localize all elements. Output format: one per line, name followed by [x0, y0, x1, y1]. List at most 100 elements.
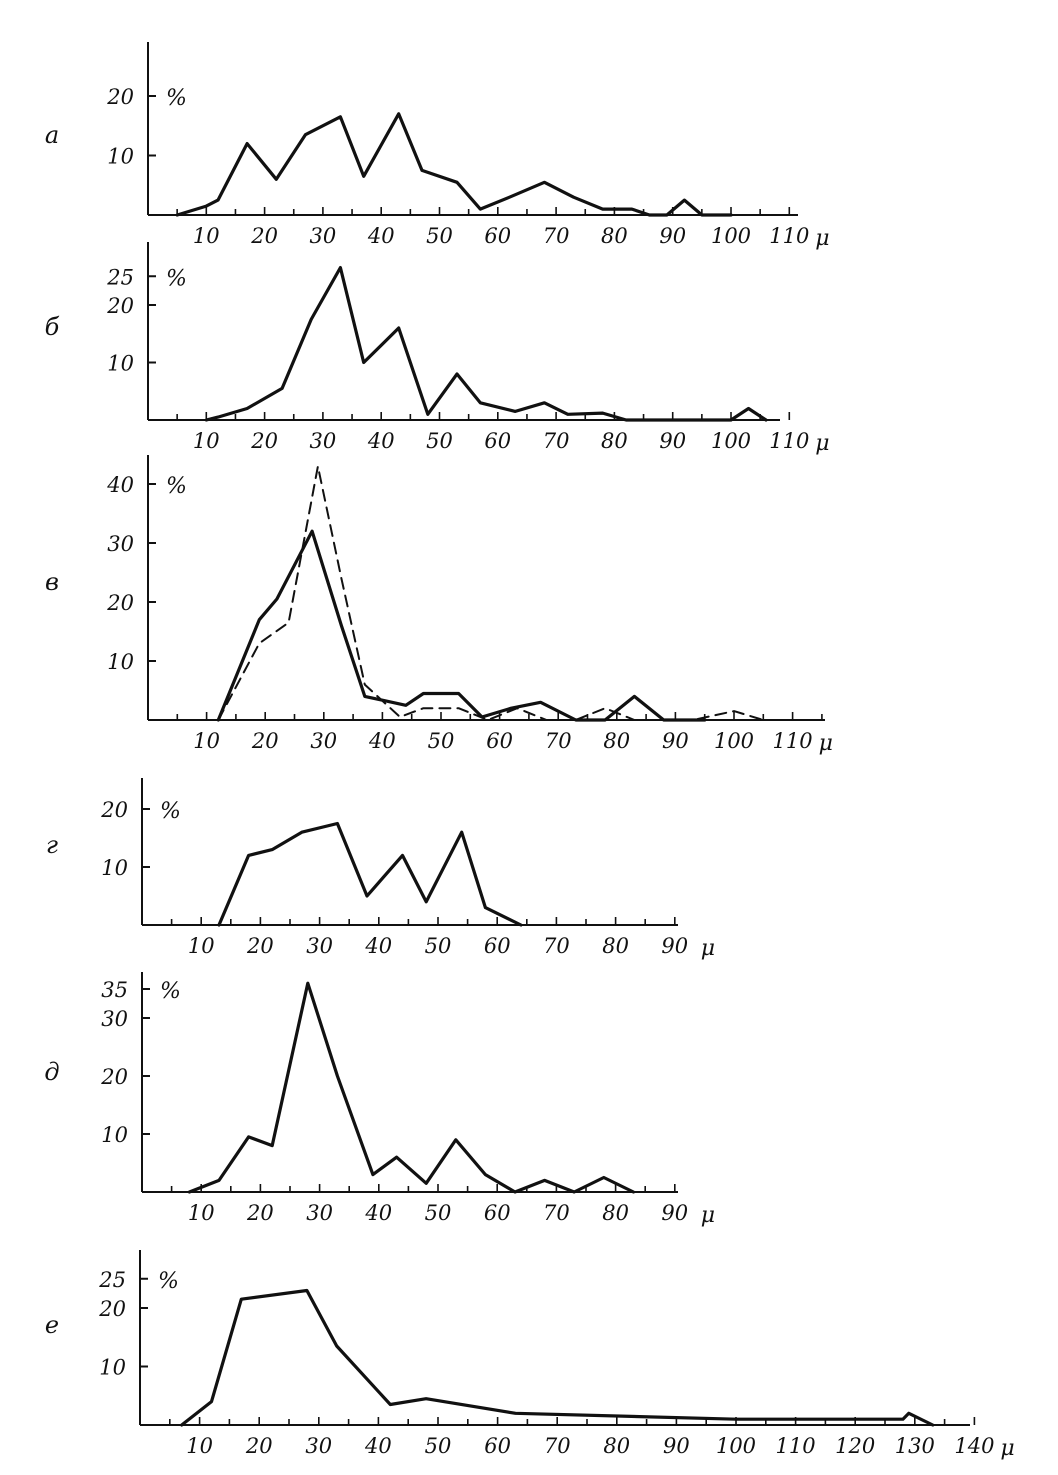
x-tick-label: 110	[769, 429, 809, 453]
y-tick-label: 20	[106, 294, 134, 318]
x-tick-label: 10	[188, 934, 215, 958]
panel-label: б	[45, 313, 60, 341]
y-tick-label: 20	[98, 1297, 126, 1321]
x-tick-label: 20	[250, 429, 278, 453]
y-tick-label: 10	[101, 1123, 128, 1147]
x-tick-label: 50	[425, 1201, 452, 1225]
y-tick-label: 30	[107, 532, 134, 556]
y-tick-label: 35	[101, 978, 128, 1002]
y-tick-label: 10	[107, 145, 134, 169]
panel-label: а	[45, 121, 59, 149]
y-tick-label: 20	[106, 85, 134, 109]
x-tick-label: 60	[486, 729, 513, 753]
panel-6: е 10 20 25 % 10 20 30 40 50 60 70 80 90 100 110 120 130 14…	[45, 1250, 1015, 1461]
y-unit-label: %	[166, 86, 187, 111]
x-tick-label: 10	[193, 429, 220, 453]
x-tick-label: 40	[367, 224, 395, 248]
x-tick-label: 90	[659, 224, 686, 248]
x-tick-label: 10	[193, 729, 220, 753]
x-tick-label: 10	[186, 1434, 213, 1458]
x-tick-label: 90	[662, 729, 689, 753]
panel-1: а 10 20 % 10 20 30 40 50 60 70 80 90 100 110 μ	[45, 42, 830, 251]
x-tick-label: 60	[484, 1201, 511, 1225]
x-tick-label: 90	[661, 934, 688, 958]
x-tick-label: 10	[188, 1201, 215, 1225]
x-tick-label: 80	[603, 729, 630, 753]
x-tick-label: 50	[426, 429, 453, 453]
panel-label: е	[45, 1311, 59, 1339]
y-unit-label: %	[166, 266, 187, 291]
y-unit-label: %	[160, 799, 181, 824]
x-tick-label: 100	[714, 729, 754, 753]
x-tick-label: 40	[364, 1434, 392, 1458]
x-tick-label: 30	[310, 224, 337, 248]
x-tick-label: 20	[246, 934, 274, 958]
x-tick-label: 70	[543, 1201, 570, 1225]
x-tick-label: 40	[364, 934, 392, 958]
y-tick-label: 20	[100, 798, 128, 822]
x-tick-label: 60	[484, 429, 511, 453]
x-tick-label: 90	[661, 1201, 688, 1225]
x-tick-label: 40	[367, 429, 395, 453]
y-tick-label: 10	[107, 352, 134, 376]
series-line	[187, 981, 635, 1194]
y-tick-label: 30	[101, 1007, 128, 1031]
x-tick-label: 80	[602, 934, 629, 958]
x-unit-label: μ	[815, 431, 829, 456]
y-tick-label: 40	[106, 473, 134, 497]
x-tick-label: 20	[246, 1201, 274, 1225]
x-unit-label: μ	[701, 936, 715, 961]
panel-5: д 10 20 30 35 % 10 20 30 40 50 60 70 80 90 μ	[44, 972, 715, 1228]
y-tick-label: 20	[100, 1065, 128, 1089]
y-tick-label: 25	[106, 265, 134, 289]
x-tick-label: 70	[543, 224, 570, 248]
y-unit-label: %	[166, 474, 187, 499]
series-line	[217, 821, 523, 927]
x-tick-label: 30	[310, 729, 337, 753]
x-tick-label: 20	[251, 729, 279, 753]
x-tick-label: 30	[306, 1201, 333, 1225]
panel-3: в 10 20 30 40 % 10 20 30 40 50 60 70 80 90 100 110 μ	[45, 455, 833, 756]
panel-label: д	[44, 1058, 59, 1086]
x-tick-label: 60	[484, 1434, 511, 1458]
x-tick-label: 20	[245, 1434, 273, 1458]
x-tick-label: 20	[250, 224, 278, 248]
series-line	[204, 266, 768, 422]
x-tick-label: 80	[601, 224, 628, 248]
x-tick-label: 50	[425, 934, 452, 958]
x-tick-label: 30	[305, 1434, 332, 1458]
x-tick-label: 30	[306, 934, 333, 958]
y-tick-label: 10	[107, 650, 134, 674]
series-line	[175, 112, 733, 217]
x-unit-label: μ	[701, 1203, 715, 1228]
series-line-dashed	[217, 465, 765, 721]
x-tick-label: 50	[426, 224, 453, 248]
y-tick-label: 20	[106, 591, 134, 615]
x-tick-label: 80	[601, 429, 628, 453]
x-tick-label: 50	[425, 1434, 452, 1458]
x-tick-label: 80	[603, 1434, 630, 1458]
x-tick-label: 60	[484, 934, 511, 958]
x-tick-label: 50	[428, 729, 455, 753]
series-line	[180, 1288, 935, 1427]
x-unit-label: μ	[1000, 1436, 1014, 1461]
x-tick-label: 100	[711, 429, 751, 453]
x-tick-label: 110	[773, 729, 813, 753]
series-line	[216, 529, 707, 722]
x-unit-label: μ	[819, 731, 833, 756]
x-tick-label: 30	[310, 429, 337, 453]
x-unit-label: μ	[815, 226, 829, 251]
x-tick-label: 90	[659, 429, 686, 453]
x-tick-label: 120	[835, 1434, 875, 1458]
x-tick-label: 40	[364, 1201, 392, 1225]
x-tick-label: 100	[716, 1434, 756, 1458]
x-tick-label: 70	[543, 934, 570, 958]
x-tick-label: 110	[776, 1434, 816, 1458]
x-tick-label: 40	[368, 729, 396, 753]
panel-label: г	[46, 831, 58, 859]
x-tick-label: 70	[544, 1434, 571, 1458]
x-tick-label: 10	[193, 224, 220, 248]
x-tick-label: 80	[602, 1201, 629, 1225]
